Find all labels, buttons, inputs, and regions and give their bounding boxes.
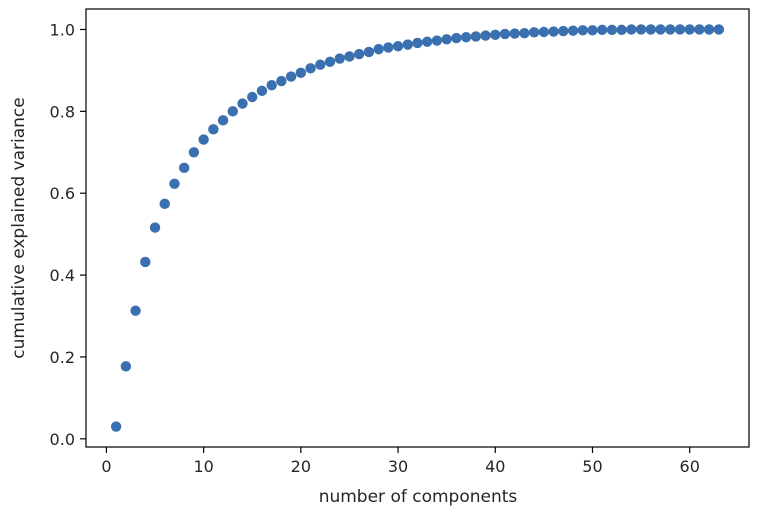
data-point (606, 24, 618, 36)
data-point (412, 37, 423, 49)
data-point (373, 43, 384, 55)
data-point (713, 24, 725, 35)
data-point (645, 24, 657, 35)
data-point (703, 24, 715, 35)
data-point (528, 27, 540, 38)
y-tick-label: 0.6 (50, 184, 75, 203)
data-point (159, 198, 170, 210)
x-tick-label: 30 (388, 457, 408, 476)
plot-frame (85, 8, 750, 448)
data-point (178, 162, 190, 174)
data-point (276, 75, 287, 87)
data-point (577, 25, 588, 36)
x-tick-label: 60 (680, 457, 700, 476)
data-point (334, 53, 345, 64)
y-tick-label: 0.2 (50, 348, 75, 367)
x-axis-label: number of components (319, 487, 518, 507)
data-point (110, 421, 122, 432)
y-axis-label: cumulative explained variance (9, 97, 29, 358)
data-point (548, 26, 559, 37)
y-axis: 0.0 0.2 0.4 0.6 0.8 1.0 (50, 20, 86, 449)
data-point (208, 124, 219, 135)
data-point (140, 256, 151, 268)
data-point (626, 24, 637, 35)
data-point (460, 32, 472, 43)
data-point (655, 24, 666, 35)
data-point (538, 26, 550, 38)
data-point (130, 305, 141, 316)
y-tick-label: 0.0 (50, 430, 75, 449)
x-tick-label: 20 (291, 457, 311, 476)
data-point (616, 24, 627, 36)
x-tick-label: 40 (485, 457, 505, 476)
data-point (266, 79, 277, 91)
data-point (422, 36, 433, 47)
data-point (635, 24, 647, 35)
data-point (285, 71, 297, 82)
data-point (451, 32, 462, 44)
data-point (305, 63, 316, 74)
data-point (665, 24, 676, 35)
data-point (392, 41, 404, 52)
data-point (470, 31, 482, 42)
data-point (684, 24, 695, 35)
data-point (256, 85, 268, 97)
data-point (490, 29, 501, 40)
data-point (383, 42, 394, 53)
data-point (227, 106, 238, 117)
data-point (353, 48, 365, 60)
data-point (198, 134, 209, 145)
data-point (237, 98, 248, 109)
data-point (587, 25, 598, 36)
data-point (519, 27, 530, 39)
data-point (441, 34, 452, 45)
data-point (509, 28, 520, 39)
y-tick-label: 0.8 (50, 102, 75, 121)
data-point (120, 361, 132, 372)
data-point (247, 91, 258, 103)
data-point (431, 35, 443, 46)
data-point (402, 39, 413, 50)
y-tick-label: 1.0 (50, 20, 75, 39)
data-point (567, 25, 579, 36)
data-point (558, 25, 569, 37)
data-point (344, 51, 355, 62)
data-point (597, 24, 608, 36)
data-point (324, 56, 336, 68)
data-point (499, 28, 511, 40)
x-axis: 0 10 20 30 40 50 60 (101, 447, 700, 476)
data-point (217, 115, 229, 126)
data-point (315, 59, 326, 70)
data-point (188, 147, 200, 158)
data-point (295, 67, 307, 79)
x-tick-label: 10 (193, 457, 213, 476)
x-tick-label: 0 (101, 457, 111, 476)
data-point (169, 178, 180, 189)
x-tick-label: 50 (582, 457, 602, 476)
data-point (480, 30, 491, 41)
data-point (363, 46, 375, 58)
data-point (674, 24, 686, 35)
y-tick-label: 0.4 (50, 266, 75, 285)
data-point (149, 222, 161, 233)
data-points (110, 24, 725, 432)
data-point (694, 24, 705, 35)
